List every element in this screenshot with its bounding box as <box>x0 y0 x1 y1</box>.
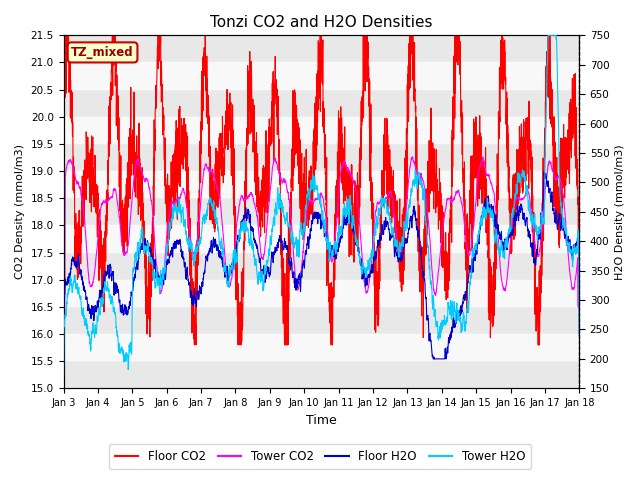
Bar <box>63 90 579 117</box>
Bar <box>63 171 579 198</box>
Bar <box>63 36 579 62</box>
Bar <box>63 280 579 307</box>
Text: TZ_mixed: TZ_mixed <box>71 46 134 59</box>
Title: Tonzi CO2 and H2O Densities: Tonzi CO2 and H2O Densities <box>210 15 433 30</box>
X-axis label: Time: Time <box>306 414 337 427</box>
Bar <box>63 117 579 144</box>
Bar <box>63 252 579 280</box>
Legend: Floor CO2, Tower CO2, Floor H2O, Tower H2O: Floor CO2, Tower CO2, Floor H2O, Tower H… <box>109 444 531 469</box>
Bar <box>63 307 579 334</box>
Bar <box>63 361 579 388</box>
Bar <box>63 144 579 171</box>
Bar <box>63 226 579 252</box>
Bar <box>63 334 579 361</box>
Y-axis label: H2O Density (mmol/m3): H2O Density (mmol/m3) <box>615 144 625 280</box>
Bar <box>63 198 579 226</box>
Y-axis label: CO2 Density (mmol/m3): CO2 Density (mmol/m3) <box>15 144 25 279</box>
Bar <box>63 62 579 90</box>
